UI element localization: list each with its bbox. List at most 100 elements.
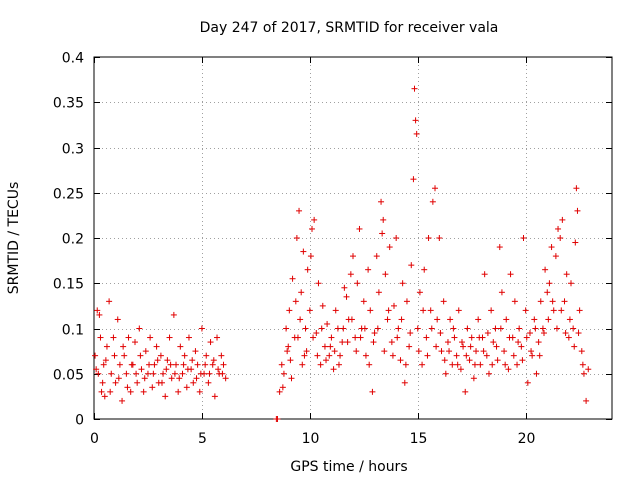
data-point <box>529 352 536 359</box>
data-point <box>134 379 141 386</box>
data-point <box>441 357 448 364</box>
data-point <box>481 271 488 278</box>
data-point <box>110 334 117 341</box>
data-point <box>307 253 314 260</box>
data-point <box>473 348 480 355</box>
data-point <box>446 348 453 355</box>
data-point <box>321 343 328 350</box>
data-point <box>102 357 109 364</box>
data-point <box>337 352 344 359</box>
data-point <box>464 325 471 332</box>
data-point <box>357 334 364 341</box>
data-point <box>168 375 175 382</box>
data-point <box>453 352 460 359</box>
data-point <box>391 302 398 309</box>
data-point <box>428 325 435 332</box>
data-point <box>406 343 413 350</box>
data-point <box>399 280 406 287</box>
y-tick-label: 0.15 <box>53 277 84 293</box>
y-axis-ticks: 0 0.05 0.1 0.15 0.2 0.25 0.3 0.35 0.4 <box>53 51 612 429</box>
data-point <box>314 352 321 359</box>
data-point <box>388 339 395 346</box>
data-point <box>421 266 428 273</box>
data-point <box>137 352 144 359</box>
data-point <box>424 352 431 359</box>
data-point <box>432 185 439 192</box>
data-point <box>318 325 325 332</box>
data-point <box>502 361 509 368</box>
data-point <box>344 339 351 346</box>
data-point <box>563 271 570 278</box>
data-point <box>410 176 417 183</box>
data-point <box>519 357 526 364</box>
data-point <box>94 307 101 314</box>
data-point <box>276 388 283 395</box>
data-point <box>466 357 473 364</box>
data-point <box>539 325 546 332</box>
data-point <box>166 334 173 341</box>
y-tick-label: 0.25 <box>53 187 84 203</box>
data-point <box>550 307 557 314</box>
data-point <box>181 352 188 359</box>
data-point <box>583 397 590 404</box>
data-point <box>436 235 443 241</box>
data-point <box>315 280 322 287</box>
data-point <box>144 370 151 377</box>
data-point <box>205 379 212 386</box>
data-point <box>562 330 569 337</box>
data-point <box>136 325 143 332</box>
data-point <box>350 253 356 260</box>
data-point <box>185 334 192 341</box>
data-point <box>319 302 326 309</box>
data-point <box>427 307 434 314</box>
data-point <box>347 271 354 278</box>
data-point <box>107 388 114 395</box>
data-point <box>98 388 105 395</box>
data-point <box>153 343 160 350</box>
data-point <box>114 316 121 323</box>
y-tick-label: 0.35 <box>53 96 84 112</box>
data-point <box>548 244 555 251</box>
data-point <box>557 235 564 241</box>
data-point <box>179 370 186 377</box>
data-point <box>160 370 167 377</box>
data-point <box>371 330 378 337</box>
data-point <box>101 393 108 400</box>
data-point <box>458 339 465 346</box>
data-point <box>438 348 445 355</box>
data-point <box>324 320 331 327</box>
data-point <box>310 334 317 341</box>
data-point <box>339 339 346 346</box>
data-point <box>511 298 518 305</box>
data-point <box>369 388 376 395</box>
data-point <box>518 343 525 350</box>
data-point <box>379 230 386 237</box>
data-point <box>522 307 529 314</box>
data-point <box>330 366 337 373</box>
data-point <box>558 307 565 314</box>
x-axis-ticks: 0 5 10 15 20 <box>90 57 535 447</box>
y-tick-label: 0.05 <box>53 368 84 384</box>
data-point <box>299 361 306 368</box>
data-point <box>128 361 135 368</box>
data-point <box>162 393 169 400</box>
data-point <box>567 280 574 287</box>
data-point <box>565 334 572 341</box>
data-point <box>575 330 582 337</box>
data-point <box>341 284 348 291</box>
data-point <box>335 361 342 368</box>
data-point <box>196 388 203 395</box>
data-point <box>183 384 190 391</box>
data-point <box>480 348 487 355</box>
data-point <box>149 384 156 391</box>
data-point <box>202 361 209 368</box>
data-point <box>167 361 174 368</box>
data-point <box>123 370 130 377</box>
data-point <box>133 370 140 377</box>
data-point <box>457 366 464 373</box>
data-point <box>209 361 216 368</box>
data-point <box>559 216 566 223</box>
data-point <box>317 361 324 368</box>
data-point <box>158 379 165 386</box>
data-point <box>190 379 197 386</box>
